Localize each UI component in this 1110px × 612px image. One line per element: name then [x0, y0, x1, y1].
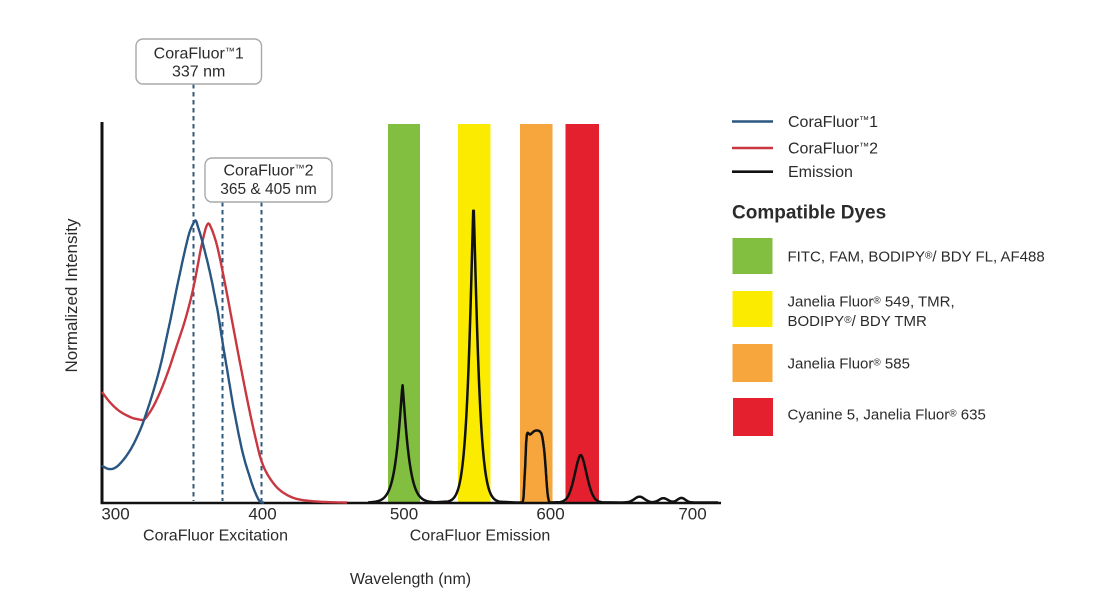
svg-text:FITC, FAM, BODIPY®/ BDY FL, AF: FITC, FAM, BODIPY®/ BDY FL, AF488: [788, 249, 1045, 266]
svg-text:300: 300: [101, 505, 129, 524]
svg-text:CoraFluor™2: CoraFluor™2: [788, 141, 878, 158]
svg-text:400: 400: [248, 505, 276, 524]
svg-text:Cyanine 5, Janelia Fluor® 635: Cyanine 5, Janelia Fluor® 635: [788, 407, 986, 424]
svg-text:CoraFluor™1: CoraFluor™1: [154, 46, 244, 63]
svg-text:CoraFluor Emission: CoraFluor Emission: [410, 528, 550, 545]
svg-text:BODIPY®/ BDY TMR: BODIPY®/ BDY TMR: [788, 313, 928, 330]
svg-text:CoraFluor™2: CoraFluor™2: [223, 163, 313, 180]
svg-text:600: 600: [536, 505, 564, 524]
svg-text:CoraFluor Excitation: CoraFluor Excitation: [143, 528, 288, 545]
svg-text:Janelia Fluor® 549, TMR,: Janelia Fluor® 549, TMR,: [788, 294, 955, 311]
svg-text:700: 700: [678, 505, 706, 524]
svg-text:Emission: Emission: [788, 164, 853, 181]
svg-text:500: 500: [390, 505, 418, 524]
svg-text:Normalized Intensity: Normalized Intensity: [62, 218, 81, 373]
svg-text:Wavelength (nm): Wavelength (nm): [350, 571, 471, 588]
svg-text:337 nm: 337 nm: [172, 64, 225, 81]
svg-text:Janelia Fluor® 585: Janelia Fluor® 585: [788, 356, 910, 373]
svg-text:Compatible Dyes: Compatible Dyes: [732, 203, 886, 224]
svg-text:CoraFluor™1: CoraFluor™1: [788, 114, 878, 131]
svg-text:365 & 405 nm: 365 & 405 nm: [220, 181, 317, 198]
